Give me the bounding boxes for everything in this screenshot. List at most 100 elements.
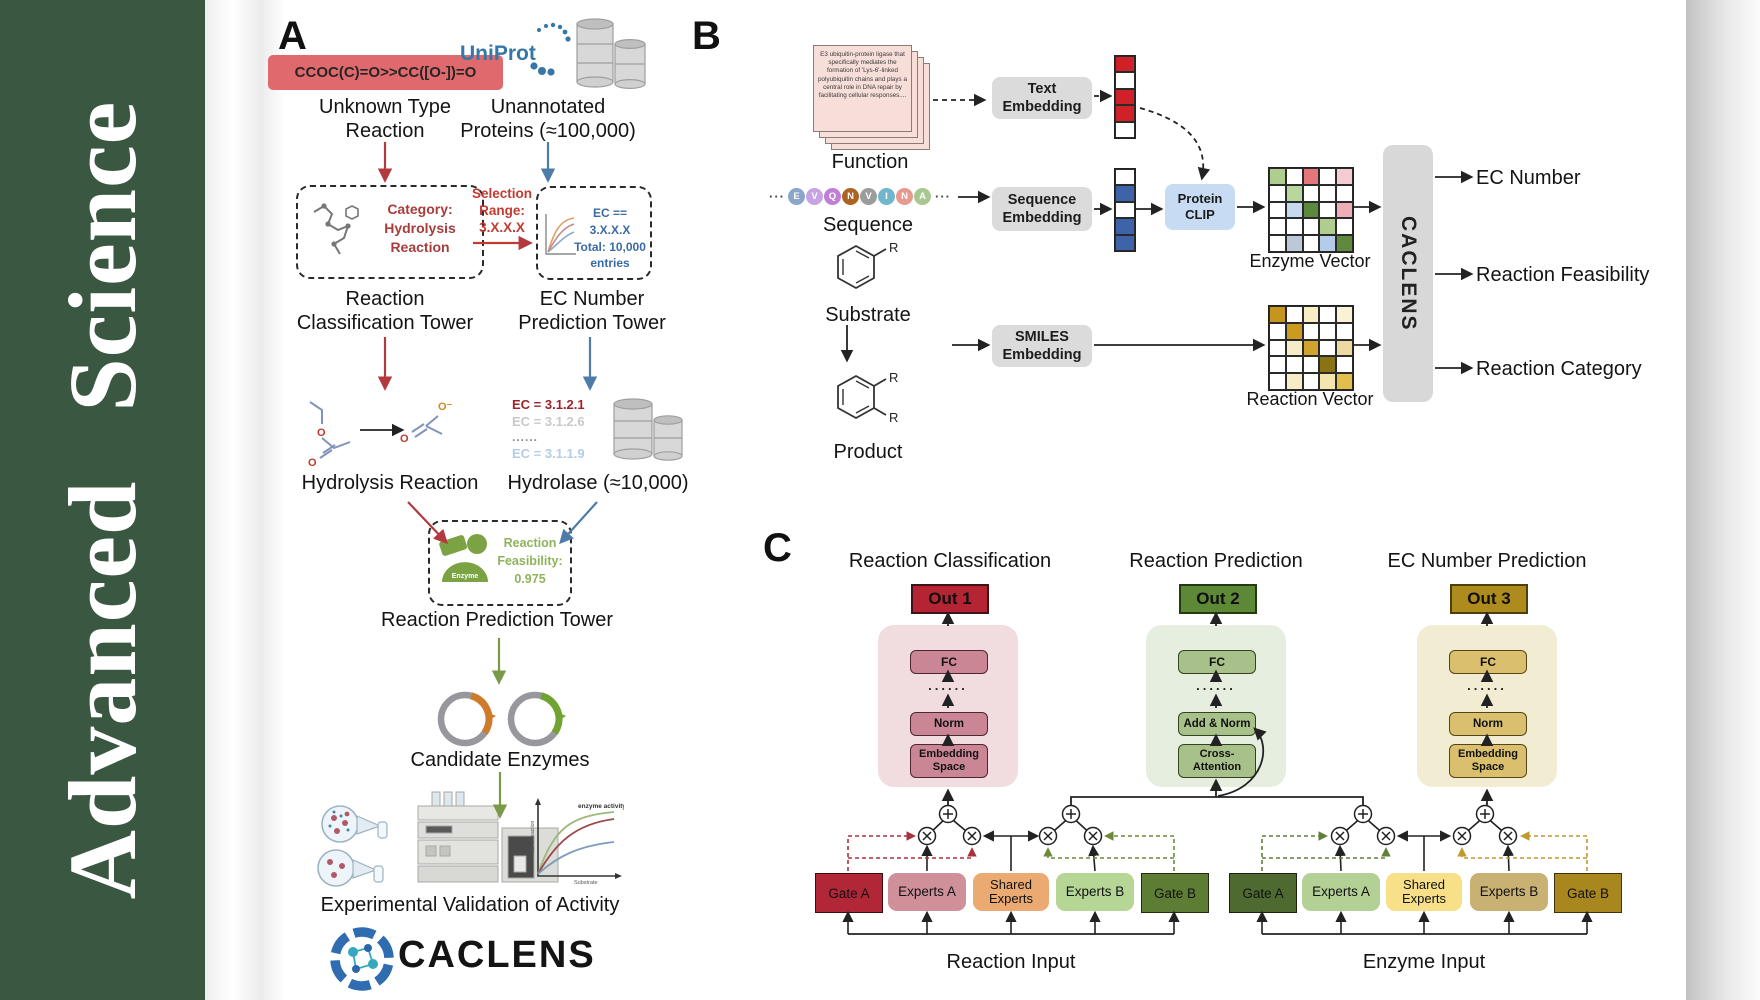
smiles-reaction-text: CCOC(C)=O>>CC([O-])=O [294,64,477,81]
moe-right-gate-a: Gate A [1229,873,1297,913]
moe-left-gate-a: Gate A [815,873,883,913]
ellipsis-left: ··· [769,188,785,204]
matrix-cell [1302,235,1320,252]
matrix-cell [1285,218,1303,236]
matrix-cell [1285,306,1303,323]
multiply-node [1083,826,1103,846]
matrix-cell [1285,201,1303,219]
reaction-classification-box: Category: Hydrolysis Reaction [296,185,484,279]
out3-box: Out 3 [1450,584,1528,614]
matrix-cell [1115,88,1135,106]
uniprot-database-icon [530,18,646,89]
matrix-cell [1285,339,1303,357]
matrix-cell [1336,322,1353,340]
output-ec-number: EC Number [1476,167,1581,189]
prediction-tower-label: Reaction Prediction Tower [381,609,613,631]
matrix-cell [1319,201,1337,219]
atom-o-minus: O⁻ [438,401,453,413]
matrix-cell [1285,184,1303,202]
panel-b-label: B [692,14,721,58]
column-title-classification: Reaction Classification [848,550,1052,572]
multiply-node [1038,826,1058,846]
matrix-cell [1269,168,1286,185]
smiles-embedding-box: SMILES Embedding [992,325,1092,367]
ec-item: EC = 3.1.2.1 [512,397,585,412]
hydrolase-database-icon [613,398,683,461]
ec-item: EC = 3.1.1.9 [512,446,585,461]
selection-range-label: Selection Range: 3.X.X.X [471,186,533,235]
caclens-module-box: CACLENS [1383,145,1433,402]
unannotated-proteins-label: Unannotated Proteins (≈100,000) [460,96,636,143]
r-group-label: R [889,240,898,255]
reaction-vector-matrix [1268,305,1354,391]
atom-o: O [400,433,409,445]
hydrolase-label: Hydrolase (≈10,000) [507,472,689,494]
plot-ylabel: Rate of reaction [530,820,536,856]
matrix-cell [1115,201,1135,219]
validation-label: Experimental Validation of Activity [320,894,620,916]
out2-box: Out 2 [1179,584,1257,614]
matrix-cell [1302,356,1320,374]
matrix-cell [1285,373,1303,390]
tower-c-norm: Norm [1449,712,1527,736]
residue-chip: I [878,187,895,205]
matrix-cell [1115,218,1135,235]
enzyme-activity-plot: enzyme activity Rate of reaction Substra… [530,798,624,886]
journal-band: Advanced Science [0,0,205,1000]
enzyme-icon: Enzyme [439,534,488,582]
category-hydrolysis-text: Category: Hydrolysis Reaction [384,201,456,255]
panel-a-label: A [278,14,307,58]
matrix-cell [1269,184,1286,202]
add-node [1061,804,1081,824]
matrix-cell [1302,168,1320,185]
matrix-cell [1336,235,1353,252]
matrix-cell [1269,322,1286,340]
matrix-cell [1336,168,1353,185]
matrix-cell [1336,373,1353,390]
substrate-molecule: R [837,240,898,290]
sequence-embedding-box: Sequence Embedding [992,187,1092,231]
enzyme-input-label: Enzyme Input [1362,951,1486,973]
matrix-cell [1285,356,1303,374]
enzyme-vector-matrix [1268,167,1354,253]
matrix-cell [1115,169,1135,186]
caclens-logo-icon [330,927,394,991]
caclens-module-label: CACLENS [1397,215,1420,332]
multiply-node [1498,826,1518,846]
multiply-node [962,826,982,846]
r-group-label: R [889,370,898,385]
matrix-cell [1115,234,1135,251]
matrix-cell [1115,185,1135,202]
tower-b-dots: ...... [1196,678,1236,693]
matrix-cell [1269,235,1286,252]
reaction-vector-label: Reaction Vector [1246,389,1374,409]
matrix-cell [1302,218,1320,236]
matrix-cell [1319,322,1337,340]
atom-o: O [308,457,317,468]
matrix-cell [1319,373,1337,390]
function-card-text: E3 ubiquitin-protein ligase that specifi… [818,51,907,99]
ec-number-list: EC = 3.1.2.1 EC = 3.1.2.6 ...... EC = 3.… [512,396,608,462]
matrix-cell [1269,373,1286,390]
tower-a-embedding: Embedding Space [910,744,988,778]
matrix-cell [1269,356,1286,374]
plot-curve-label: enzyme activity [578,803,624,810]
product-label: Product [833,441,903,463]
smiles-reaction-box: CCOC(C)=O>>CC([O-])=O [268,55,503,90]
ec-item-ellipsis: ...... [512,430,539,444]
enzyme-icon-label: Enzyme [452,573,479,580]
matrix-cell [1336,184,1353,202]
curves-plot-icon [545,214,576,255]
atom-o: O [317,427,326,439]
classification-tower-label: Reaction Classification Tower [296,288,474,335]
page-fold-right [1686,0,1760,1000]
plasmids-icon [437,691,566,747]
tower-a-fc: FC [910,650,988,674]
moe-left-shared-experts: Shared Experts [973,873,1049,911]
matrix-cell [1336,218,1353,236]
matrix-cell [1302,339,1320,357]
multiply-node [1330,826,1350,846]
